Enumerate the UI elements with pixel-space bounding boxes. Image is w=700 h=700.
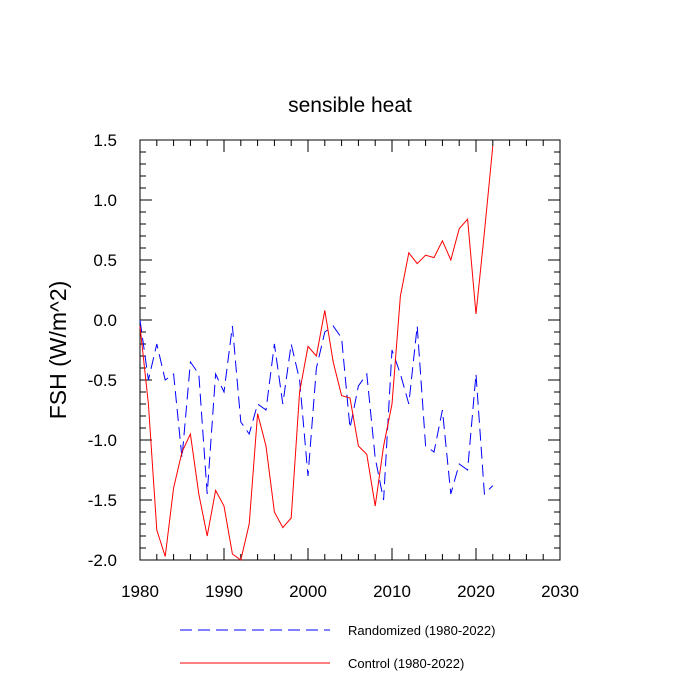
series-layer xyxy=(139,145,494,561)
legend-label: Randomized (1980-2022) xyxy=(348,623,495,638)
axis-ticks: 1980 1990 2000 2010 2020 2030 -2.0 -1.5 -1.0 -0.5… xyxy=(88,131,579,601)
y-tick-label: 1.0 xyxy=(93,191,117,210)
y-axis-label: FSH (W/m^2) xyxy=(45,281,71,420)
y-tick-label: 1.5 xyxy=(93,131,117,150)
plot-frame xyxy=(139,139,561,561)
y-tick-label: -1.5 xyxy=(88,491,117,510)
x-tick-label: 2010 xyxy=(373,582,411,601)
y-tick-label: -0.5 xyxy=(88,371,117,390)
y-tick-label: 0.5 xyxy=(93,251,117,270)
x-tick-label: 1980 xyxy=(121,582,159,601)
chart-title: sensible heat xyxy=(288,94,412,117)
legend-label: Control (1980-2022) xyxy=(348,656,464,671)
legend: Randomized (1980-2022) Control (1980-2022… xyxy=(180,623,495,671)
x-tick-label: 2030 xyxy=(541,582,579,601)
y-tick-label: 0.0 xyxy=(93,311,117,330)
series-line-control xyxy=(139,145,494,561)
y-tick-label: -1.0 xyxy=(88,431,117,450)
x-tick-label: 2000 xyxy=(289,582,327,601)
x-tick-label: 2020 xyxy=(457,582,495,601)
x-tick-label: 1990 xyxy=(205,582,243,601)
series-line-randomized xyxy=(139,319,494,501)
y-tick-label: -2.0 xyxy=(88,551,117,570)
